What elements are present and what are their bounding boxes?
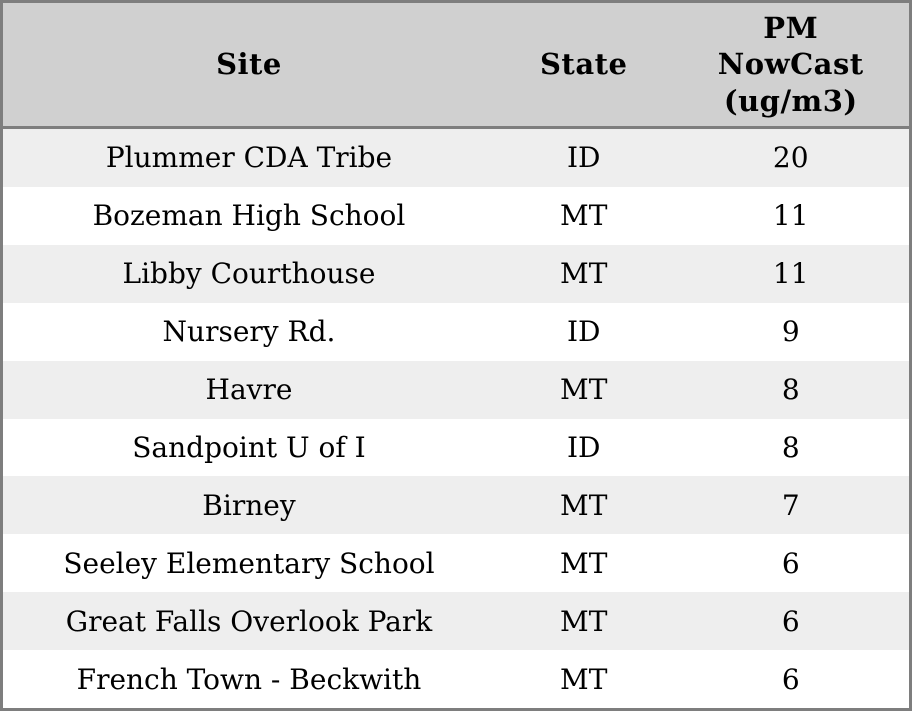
table-row: Nursery Rd. ID 9 xyxy=(3,302,909,361)
state-cell: MT xyxy=(560,546,608,580)
pm-nowcast-cell: 7 xyxy=(781,488,800,522)
state-cell: ID xyxy=(566,430,601,464)
table-row: Seeley Elementary School MT 6 xyxy=(3,534,909,593)
state-cell: MT xyxy=(560,199,608,233)
state-cell: MT xyxy=(560,373,608,407)
table-row: Bozeman High School MT 11 xyxy=(3,186,909,245)
state-cell: ID xyxy=(566,141,601,175)
table-row: French Town - Beckwith MT 6 xyxy=(3,650,909,709)
table-body: Plummer CDA Tribe ID 20 Bozeman High Sch… xyxy=(3,129,909,709)
site-cell: Bozeman High School xyxy=(92,199,406,233)
site-cell: Sandpoint U of I xyxy=(132,430,366,464)
table-row: Great Falls Overlook Park MT 6 xyxy=(3,592,909,651)
state-cell: MT xyxy=(560,662,608,696)
site-cell: Nursery Rd. xyxy=(162,315,336,349)
site-cell: French Town - Beckwith xyxy=(76,662,422,696)
pm-nowcast-cell: 11 xyxy=(772,199,809,233)
site-cell: Plummer CDA Tribe xyxy=(105,141,393,175)
state-cell: MT xyxy=(560,604,608,638)
table-row: Libby Courthouse MT 11 xyxy=(3,244,909,303)
pm-nowcast-cell: 8 xyxy=(781,373,800,407)
pm-nowcast-cell: 8 xyxy=(781,430,800,464)
site-cell: Havre xyxy=(205,373,293,407)
pm-nowcast-cell: 11 xyxy=(772,257,809,291)
pm-nowcast-cell: 6 xyxy=(781,662,800,696)
column-header-state: State xyxy=(539,47,628,82)
column-header-pm-nowcast: PM NowCast (ug/m3) xyxy=(717,11,864,118)
site-cell: Birney xyxy=(202,488,296,522)
state-cell: MT xyxy=(560,257,608,291)
site-cell: Libby Courthouse xyxy=(122,257,376,291)
pm-nowcast-cell: 20 xyxy=(772,141,809,175)
pm-nowcast-cell: 6 xyxy=(781,546,800,580)
table-row: Birney MT 7 xyxy=(3,476,909,535)
table-row: Sandpoint U of I ID 8 xyxy=(3,418,909,477)
table-row: Plummer CDA Tribe ID 20 xyxy=(3,129,909,187)
state-cell: ID xyxy=(566,315,601,349)
column-header-site: Site xyxy=(216,47,282,82)
pm-nowcast-cell: 6 xyxy=(781,604,800,638)
state-cell: MT xyxy=(560,488,608,522)
table-row: Havre MT 8 xyxy=(3,360,909,419)
site-cell: Great Falls Overlook Park xyxy=(65,604,433,638)
site-cell: Seeley Elementary School xyxy=(63,546,435,580)
pm-nowcast-cell: 9 xyxy=(781,315,800,349)
table-header-row: Site State PM NowCast (ug/m3) xyxy=(3,3,909,129)
